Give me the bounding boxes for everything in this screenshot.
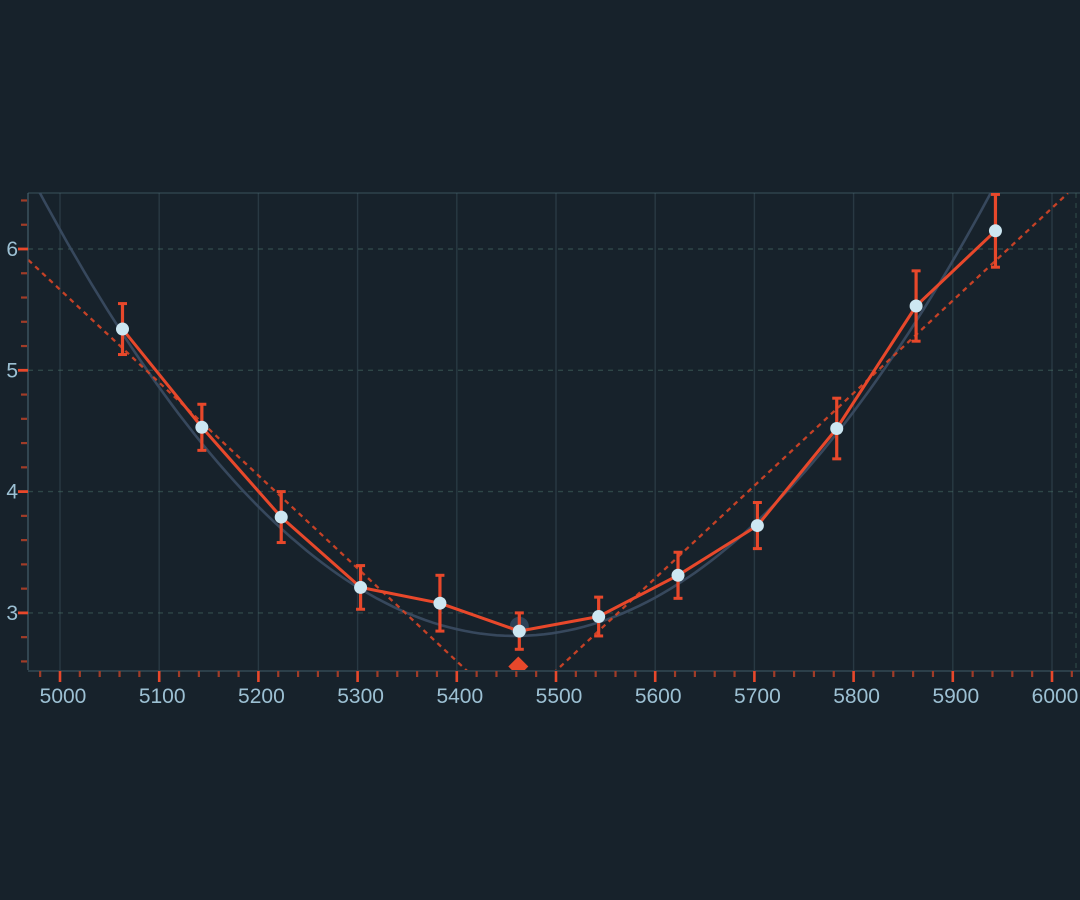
data-point-marker (830, 422, 844, 436)
data-markers (115, 224, 1002, 638)
data-point-marker (909, 299, 923, 313)
x-tick-label: 5400 (436, 685, 483, 708)
x-tick-label: 5200 (238, 685, 285, 708)
data-point-marker (433, 596, 447, 610)
data-point-marker (671, 568, 685, 582)
x-tick-label: 5800 (833, 685, 880, 708)
x-tick-label: 5600 (635, 685, 682, 708)
grid (28, 193, 1076, 670)
y-tick-label: 5 (6, 359, 18, 382)
y-tick-label: 3 (6, 602, 18, 625)
y-tick-label: 4 (6, 481, 18, 504)
data-point-marker (512, 624, 526, 638)
axis-ticks (18, 199, 1073, 682)
plot-content (28, 193, 1069, 670)
data-point-marker (750, 519, 764, 533)
y-tick-labels: 3 4 5 6 (6, 238, 18, 625)
data-point-marker (195, 420, 209, 434)
data-point-marker (354, 580, 368, 594)
data-point-marker (115, 322, 129, 336)
x-tick-label: 5900 (932, 685, 979, 708)
y-tick-label: 6 (6, 238, 18, 261)
x-tick-label: 5100 (139, 685, 186, 708)
v-fit-right-dashed-line (555, 193, 1069, 670)
data-point-marker (592, 610, 606, 624)
x-tick-label: 5000 (40, 685, 87, 708)
minimum-diamond-marker (508, 656, 529, 670)
x-tick-labels: 5000 5100 5200 5300 5400 5500 5600 5700 5800 5900… (40, 685, 1079, 708)
x-tick-label: 5700 (734, 685, 781, 708)
data-point-marker (988, 224, 1002, 238)
x-tick-label: 5300 (337, 685, 384, 708)
x-tick-label: 5500 (536, 685, 583, 708)
x-tick-label: 6000 (1032, 685, 1079, 708)
v-fit-left-dashed-line (28, 259, 468, 670)
axes-spines (27, 192, 1080, 672)
data-point-marker (274, 510, 288, 524)
data-connecting-line (121, 229, 997, 633)
